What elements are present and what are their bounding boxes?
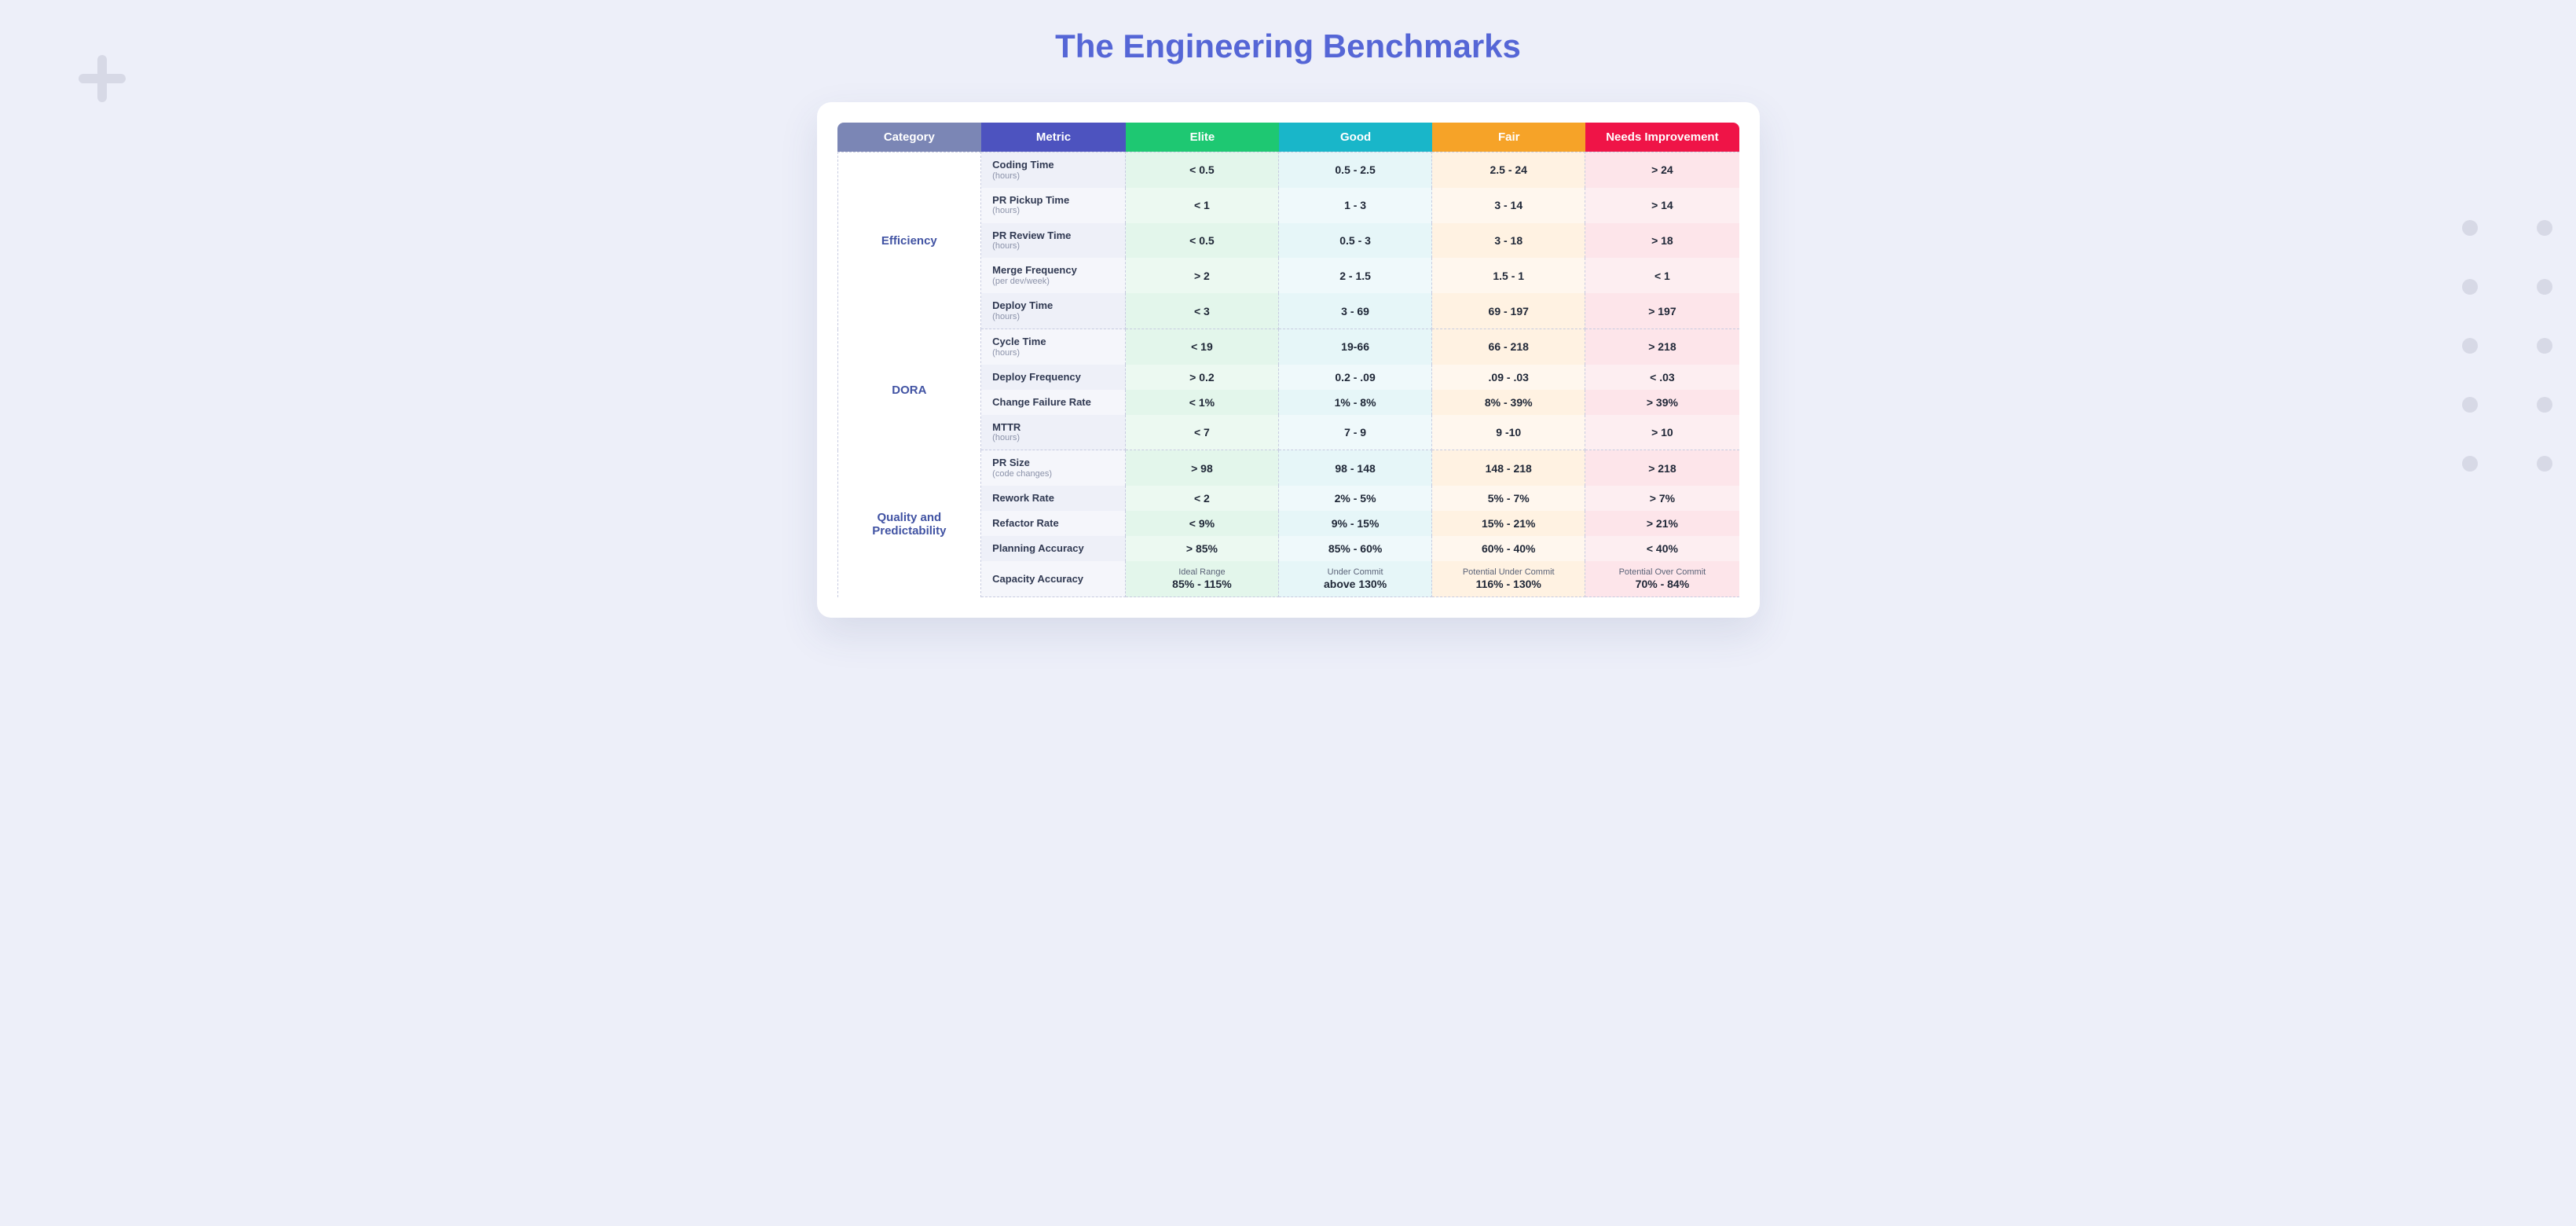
elite-cell: > 85% (1126, 536, 1279, 561)
elite-cell: < 0.5 (1126, 223, 1279, 259)
fair-cell: Potential Under Commit116% - 130% (1432, 561, 1585, 597)
good-cell: 19-66 (1279, 329, 1432, 365)
good-cell: 0.5 - 2.5 (1279, 152, 1432, 188)
good-cell: 7 - 9 (1279, 415, 1432, 451)
elite-cell: < 0.5 (1126, 152, 1279, 188)
metric-cell: Planning Accuracy (981, 536, 1126, 561)
category-cell: DORA (837, 329, 982, 451)
fair-cell: 9 -10 (1432, 415, 1585, 451)
elite-cell: < 1 (1126, 188, 1279, 223)
needs-cell: Potential Over Commit70% - 84% (1585, 561, 1739, 597)
table-header-row: CategoryMetricEliteGoodFairNeeds Improve… (837, 123, 1739, 152)
fair-cell: 15% - 21% (1432, 511, 1585, 536)
fair-cell: 5% - 7% (1432, 486, 1585, 511)
needs-cell: > 218 (1585, 450, 1739, 486)
fair-cell: 3 - 18 (1432, 223, 1585, 259)
fair-cell: .09 - .03 (1432, 365, 1585, 390)
plus-decoration-icon (79, 55, 126, 102)
category-cell: Quality andPredictability (837, 450, 982, 597)
needs-cell: > 218 (1585, 329, 1739, 365)
page-title: The Engineering Benchmarks (0, 0, 2576, 85)
good-cell: 98 - 148 (1279, 450, 1432, 486)
metric-cell: Capacity Accuracy (981, 561, 1126, 597)
metric-cell: Deploy Time(hours) (981, 293, 1126, 329)
table-row: Quality andPredictabilityPR Size(code ch… (837, 450, 1739, 486)
fair-cell: 66 - 218 (1432, 329, 1585, 365)
needs-cell: < 40% (1585, 536, 1739, 561)
fair-cell: 60% - 40% (1432, 536, 1585, 561)
elite-cell: < 19 (1126, 329, 1279, 365)
elite-cell: < 1% (1126, 390, 1279, 415)
elite-cell: < 3 (1126, 293, 1279, 329)
elite-cell: < 2 (1126, 486, 1279, 511)
metric-cell: Rework Rate (981, 486, 1126, 511)
benchmarks-card: CategoryMetricEliteGoodFairNeeds Improve… (817, 102, 1760, 618)
metric-cell: Cycle Time(hours) (981, 329, 1126, 365)
column-header: Fair (1432, 123, 1585, 152)
metric-cell: Deploy Frequency (981, 365, 1126, 390)
good-cell: 3 - 69 (1279, 293, 1432, 329)
table-row: DORACycle Time(hours)< 1919-6666 - 218> … (837, 329, 1739, 365)
benchmarks-table: CategoryMetricEliteGoodFairNeeds Improve… (837, 123, 1739, 597)
needs-cell: < .03 (1585, 365, 1739, 390)
dots-decoration-icon (2462, 220, 2552, 472)
good-cell: 1% - 8% (1279, 390, 1432, 415)
needs-cell: > 7% (1585, 486, 1739, 511)
fair-cell: 1.5 - 1 (1432, 258, 1585, 293)
good-cell: 0.2 - .09 (1279, 365, 1432, 390)
metric-cell: PR Review Time(hours) (981, 223, 1126, 259)
needs-cell: > 39% (1585, 390, 1739, 415)
metric-cell: PR Pickup Time(hours) (981, 188, 1126, 223)
column-header: Good (1279, 123, 1432, 152)
fair-cell: 2.5 - 24 (1432, 152, 1585, 188)
column-header: Category (837, 123, 982, 152)
elite-cell: Ideal Range85% - 115% (1126, 561, 1279, 597)
metric-cell: Refactor Rate (981, 511, 1126, 536)
good-cell: 0.5 - 3 (1279, 223, 1432, 259)
needs-cell: < 1 (1585, 258, 1739, 293)
metric-cell: MTTR(hours) (981, 415, 1126, 451)
elite-cell: < 7 (1126, 415, 1279, 451)
needs-cell: > 10 (1585, 415, 1739, 451)
metric-cell: Change Failure Rate (981, 390, 1126, 415)
fair-cell: 3 - 14 (1432, 188, 1585, 223)
column-header: Metric (981, 123, 1126, 152)
needs-cell: > 14 (1585, 188, 1739, 223)
needs-cell: > 24 (1585, 152, 1739, 188)
good-cell: 9% - 15% (1279, 511, 1432, 536)
needs-cell: > 18 (1585, 223, 1739, 259)
needs-cell: > 21% (1585, 511, 1739, 536)
good-cell: 85% - 60% (1279, 536, 1432, 561)
fair-cell: 8% - 39% (1432, 390, 1585, 415)
column-header: Needs Improvement (1585, 123, 1739, 152)
elite-cell: > 2 (1126, 258, 1279, 293)
good-cell: 2% - 5% (1279, 486, 1432, 511)
good-cell: Under Commitabove 130% (1279, 561, 1432, 597)
elite-cell: > 98 (1126, 450, 1279, 486)
good-cell: 1 - 3 (1279, 188, 1432, 223)
fair-cell: 69 - 197 (1432, 293, 1585, 329)
table-row: EfficiencyCoding Time(hours)< 0.50.5 - 2… (837, 152, 1739, 188)
column-header: Elite (1126, 123, 1279, 152)
metric-cell: PR Size(code changes) (981, 450, 1126, 486)
good-cell: 2 - 1.5 (1279, 258, 1432, 293)
elite-cell: > 0.2 (1126, 365, 1279, 390)
category-cell: Efficiency (837, 152, 982, 329)
elite-cell: < 9% (1126, 511, 1279, 536)
metric-cell: Coding Time(hours) (981, 152, 1126, 188)
metric-cell: Merge Frequency(per dev/week) (981, 258, 1126, 293)
needs-cell: > 197 (1585, 293, 1739, 329)
fair-cell: 148 - 218 (1432, 450, 1585, 486)
